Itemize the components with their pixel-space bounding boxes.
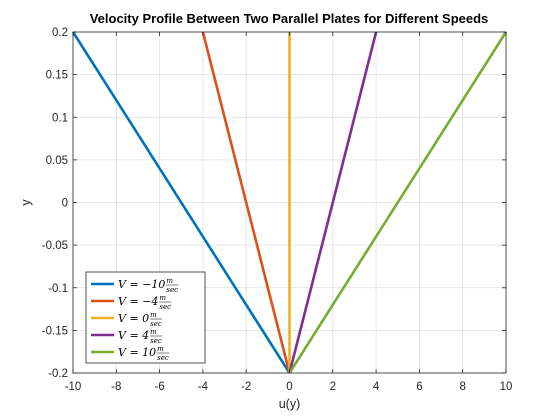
x-tick-label: 2 (330, 381, 336, 393)
y-tick-label: 0.2 (52, 27, 68, 39)
x-tick-label: 0 (286, 381, 292, 393)
x-tick-label: -6 (154, 381, 164, 393)
y-tick-label: -0.1 (48, 283, 68, 295)
legend-unit-numerator: m (150, 311, 157, 319)
x-tick-label: -8 (111, 381, 121, 393)
chart-title: Velocity Profile Between Two Parallel Pl… (90, 11, 489, 26)
legend-unit-numerator: m (157, 345, 164, 353)
legend-label: V = −4 (118, 295, 158, 308)
y-tick-label: -0.2 (48, 368, 68, 380)
legend-unit-denominator: sec (166, 286, 178, 294)
x-tick-label: 6 (416, 381, 422, 393)
y-tick-label: 0.1 (52, 112, 68, 124)
y-axis-label: y (19, 199, 33, 206)
legend-unit-numerator: m (159, 294, 166, 302)
y-tick-label: 0.15 (46, 70, 68, 82)
legend-label: V = 0 (118, 312, 149, 325)
legend-unit-denominator: sec (159, 303, 171, 311)
series-line (288, 31, 508, 374)
legend-unit-numerator: m (166, 277, 173, 285)
x-tick-label: 8 (459, 381, 465, 393)
legend-unit-denominator: sec (150, 320, 162, 328)
x-tick-label: 4 (373, 381, 380, 393)
x-tick-label: 10 (500, 381, 513, 393)
x-tick-label: -2 (241, 381, 251, 393)
x-tick-label: -4 (198, 381, 209, 393)
x-axis-label: u(y) (279, 397, 301, 411)
legend-unit-denominator: sec (150, 337, 162, 345)
y-tick-label: 0.05 (46, 155, 68, 167)
series-line (71, 31, 291, 374)
series-line (201, 31, 291, 374)
axis-ticks: -10 -8 -6 -4 -2 0 2 4 6 8 10 -0.2 -0.15 -0.1 -0.05 0 0.0… (42, 27, 513, 393)
y-tick-label: 0 (62, 198, 68, 210)
legend-label: V = 10 (118, 346, 156, 359)
series-lines (71, 31, 508, 374)
legend-label: V = −10 (118, 278, 165, 291)
x-tick-label: -10 (65, 381, 82, 393)
y-tick-label: -0.15 (42, 325, 68, 337)
y-tick-label: -0.05 (42, 240, 68, 252)
legend-unit-denominator: sec (157, 354, 169, 362)
series-line (288, 31, 378, 374)
legend-unit-numerator: m (150, 328, 157, 336)
legend-label: V = 4 (118, 329, 149, 342)
